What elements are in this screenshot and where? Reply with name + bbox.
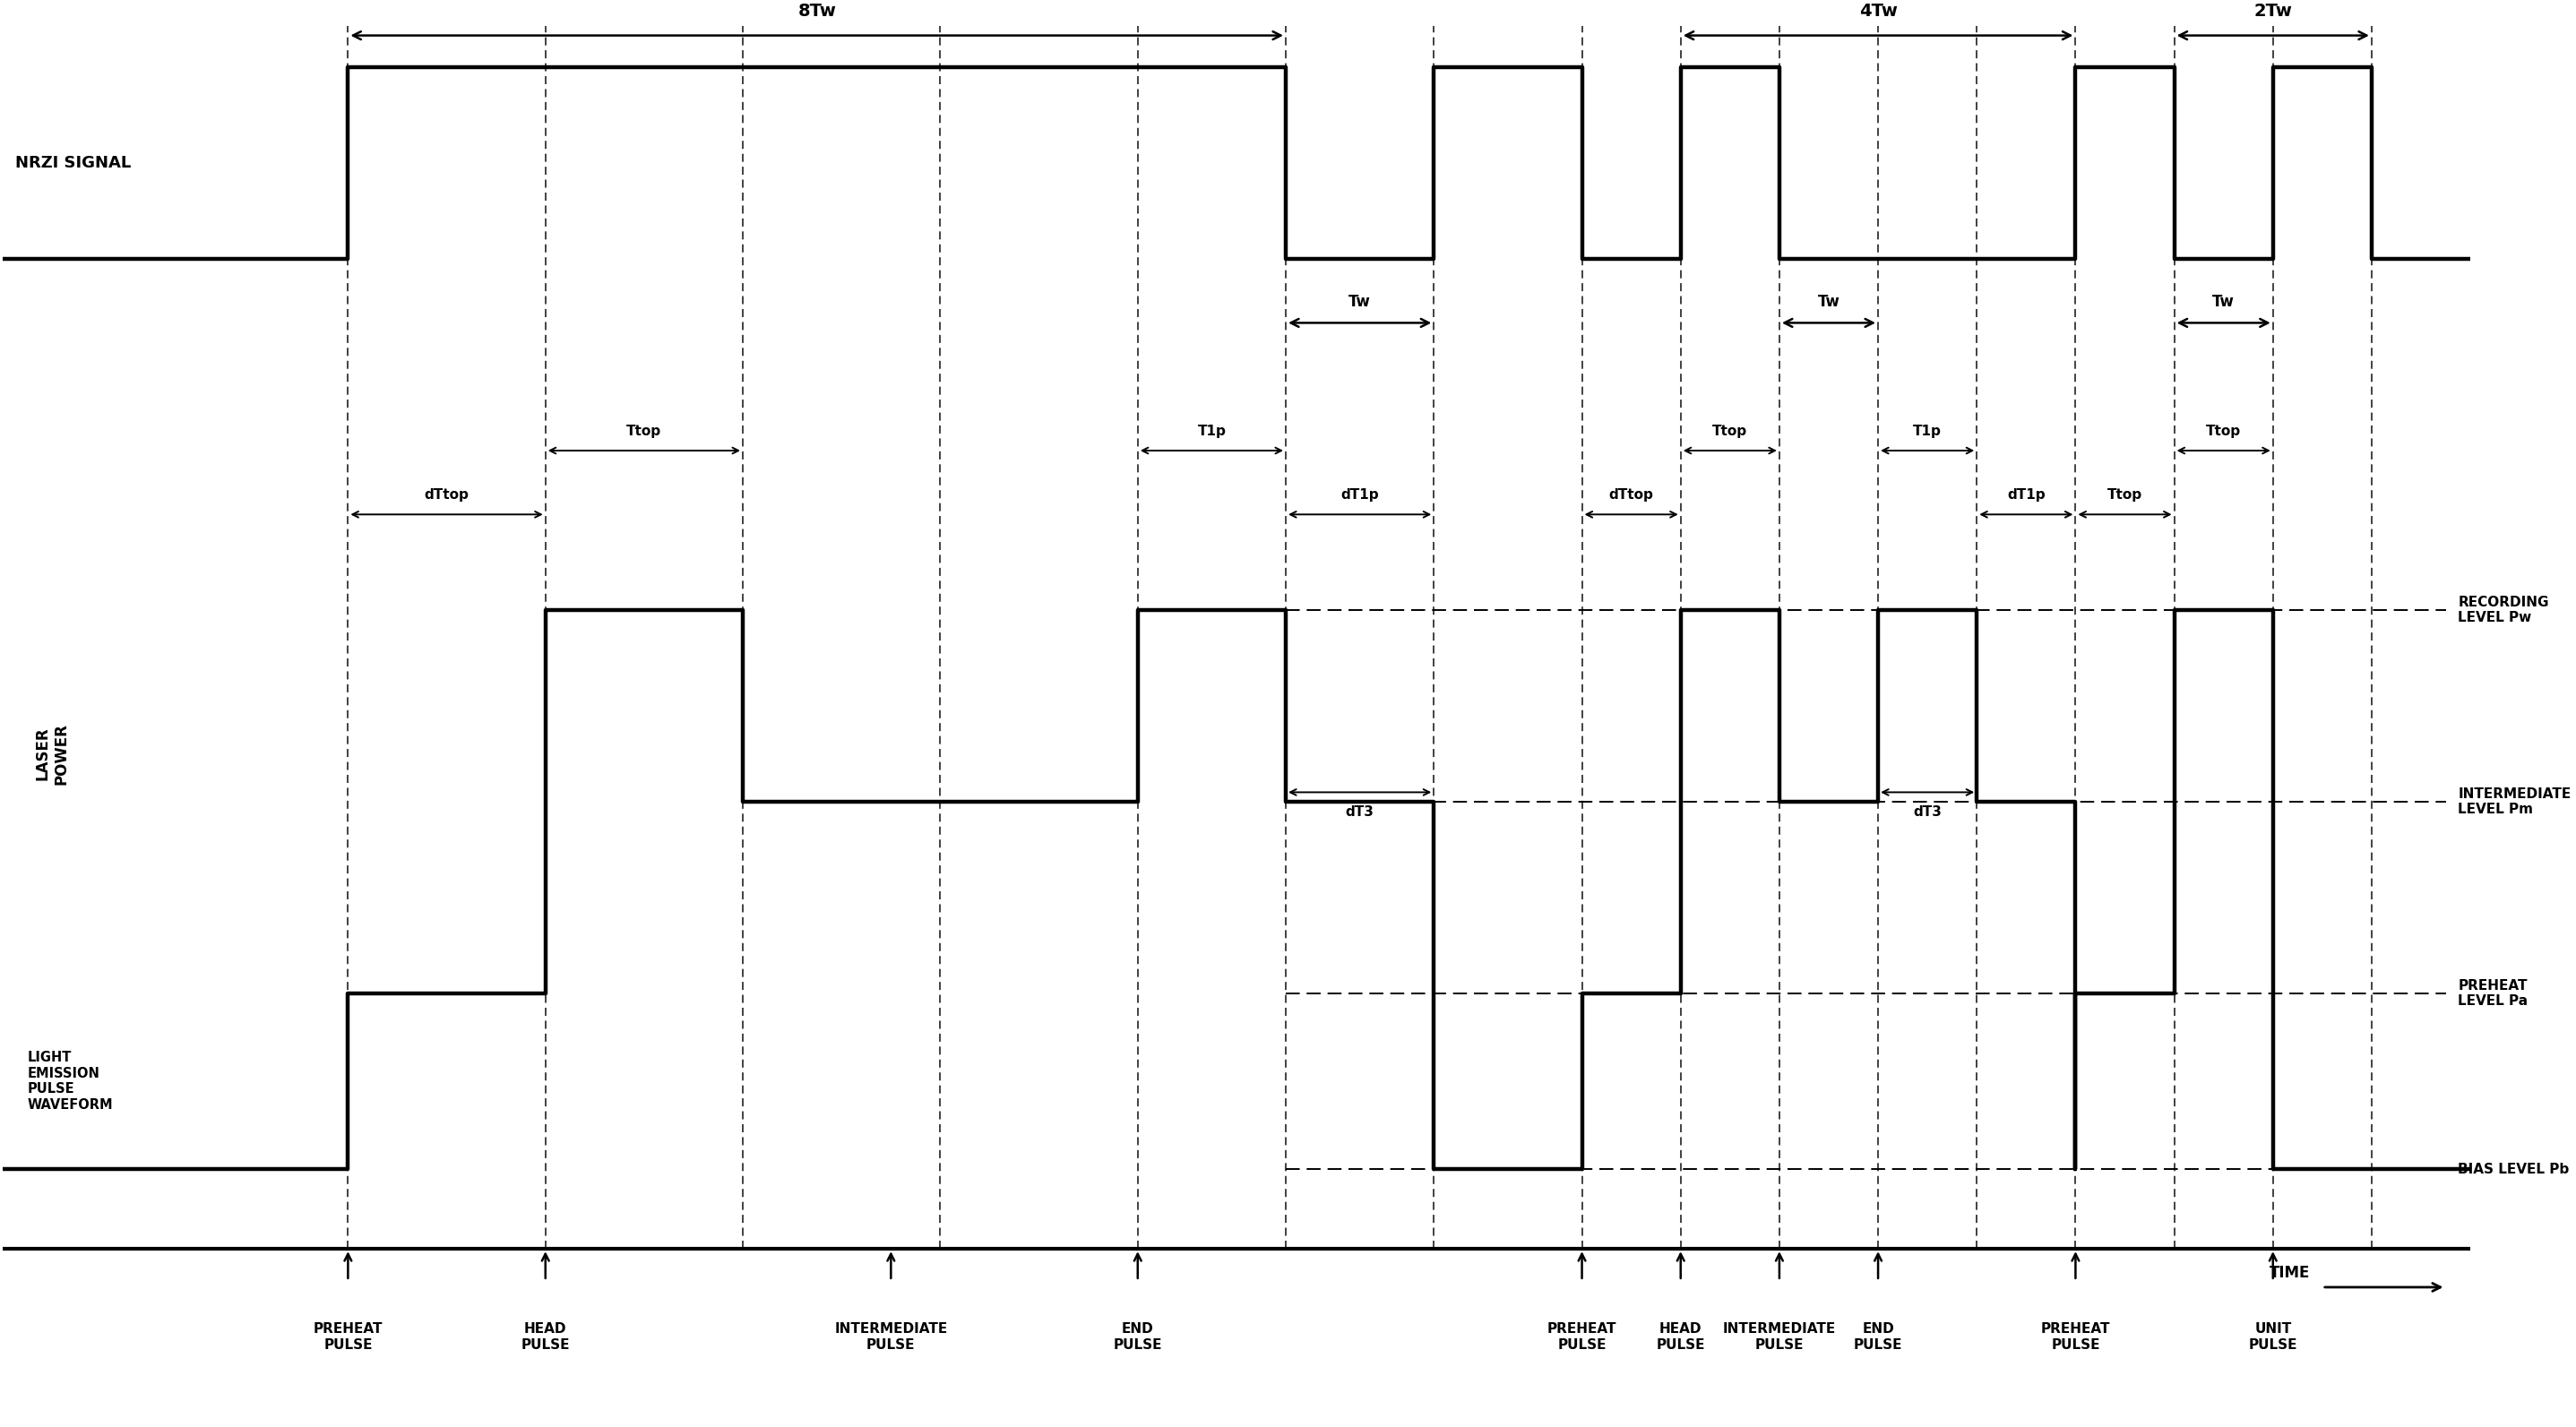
Text: END
PULSE: END PULSE bbox=[1113, 1323, 1162, 1351]
Text: LASER
POWER: LASER POWER bbox=[33, 723, 70, 785]
Text: RECORDING
LEVEL Pw: RECORDING LEVEL Pw bbox=[2458, 595, 2550, 625]
Text: dT3: dT3 bbox=[1345, 805, 1373, 819]
Text: HEAD
PULSE: HEAD PULSE bbox=[520, 1323, 569, 1351]
Text: dT1p: dT1p bbox=[1340, 488, 1378, 502]
Text: T1p: T1p bbox=[1198, 424, 1226, 438]
Text: Ttop: Ttop bbox=[626, 424, 662, 438]
Text: Tw: Tw bbox=[1350, 294, 1370, 310]
Text: dT3: dT3 bbox=[1914, 805, 1942, 819]
Text: dTtop: dTtop bbox=[1610, 488, 1654, 502]
Text: Ttop: Ttop bbox=[1713, 424, 1747, 438]
Text: UNIT
PULSE: UNIT PULSE bbox=[2249, 1323, 2298, 1351]
Text: INTERMEDIATE
PULSE: INTERMEDIATE PULSE bbox=[1723, 1323, 1837, 1351]
Text: Ttop: Ttop bbox=[2107, 488, 2143, 502]
Text: 2Tw: 2Tw bbox=[2254, 3, 2293, 20]
Text: INTERMEDIATE
LEVEL Pm: INTERMEDIATE LEVEL Pm bbox=[2458, 788, 2571, 816]
Text: 8Tw: 8Tw bbox=[799, 3, 837, 20]
Text: 4Tw: 4Tw bbox=[1860, 3, 1899, 20]
Text: LIGHT
EMISSION
PULSE
WAVEFORM: LIGHT EMISSION PULSE WAVEFORM bbox=[28, 1052, 113, 1112]
Text: END
PULSE: END PULSE bbox=[1855, 1323, 1904, 1351]
Text: T1p: T1p bbox=[1914, 424, 1942, 438]
Text: Ttop: Ttop bbox=[2205, 424, 2241, 438]
Text: HEAD
PULSE: HEAD PULSE bbox=[1656, 1323, 1705, 1351]
Text: PREHEAT
PULSE: PREHEAT PULSE bbox=[314, 1323, 384, 1351]
Text: INTERMEDIATE
PULSE: INTERMEDIATE PULSE bbox=[835, 1323, 948, 1351]
Text: Tw: Tw bbox=[2213, 294, 2236, 310]
Text: BIAS LEVEL Pb: BIAS LEVEL Pb bbox=[2458, 1163, 2568, 1176]
Text: PREHEAT
LEVEL Pa: PREHEAT LEVEL Pa bbox=[2458, 979, 2527, 1007]
Text: Tw: Tw bbox=[1819, 294, 1839, 310]
Text: NRZI SIGNAL: NRZI SIGNAL bbox=[15, 156, 131, 171]
Text: TIME: TIME bbox=[2269, 1264, 2311, 1281]
Text: PREHEAT
PULSE: PREHEAT PULSE bbox=[2040, 1323, 2110, 1351]
Text: dT1p: dT1p bbox=[2007, 488, 2045, 502]
Text: PREHEAT
PULSE: PREHEAT PULSE bbox=[1548, 1323, 1618, 1351]
Text: dTtop: dTtop bbox=[425, 488, 469, 502]
